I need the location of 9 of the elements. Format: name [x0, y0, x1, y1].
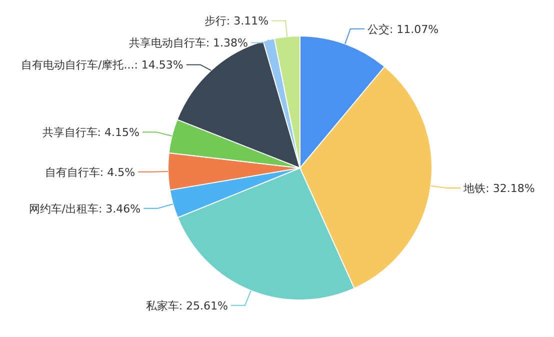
slice-label: 自有电动自行车/摩托...: 14.53%	[21, 58, 184, 72]
slice-label: 私家车: 25.61%	[146, 299, 228, 312]
slice-label: 共享电动自行车: 1.38%	[128, 36, 248, 50]
slice-label: 自有自行车: 4.5%	[44, 166, 136, 179]
slice-label: 公交: 11.07%	[367, 22, 439, 36]
slice-label: 网约车/出租车: 3.46%	[28, 202, 141, 216]
slice-label: 步行: 3.11%	[204, 14, 269, 28]
slice-label: 地铁: 32.18%	[462, 182, 535, 196]
slice-label: 共享自行车: 4.15%	[42, 126, 140, 140]
